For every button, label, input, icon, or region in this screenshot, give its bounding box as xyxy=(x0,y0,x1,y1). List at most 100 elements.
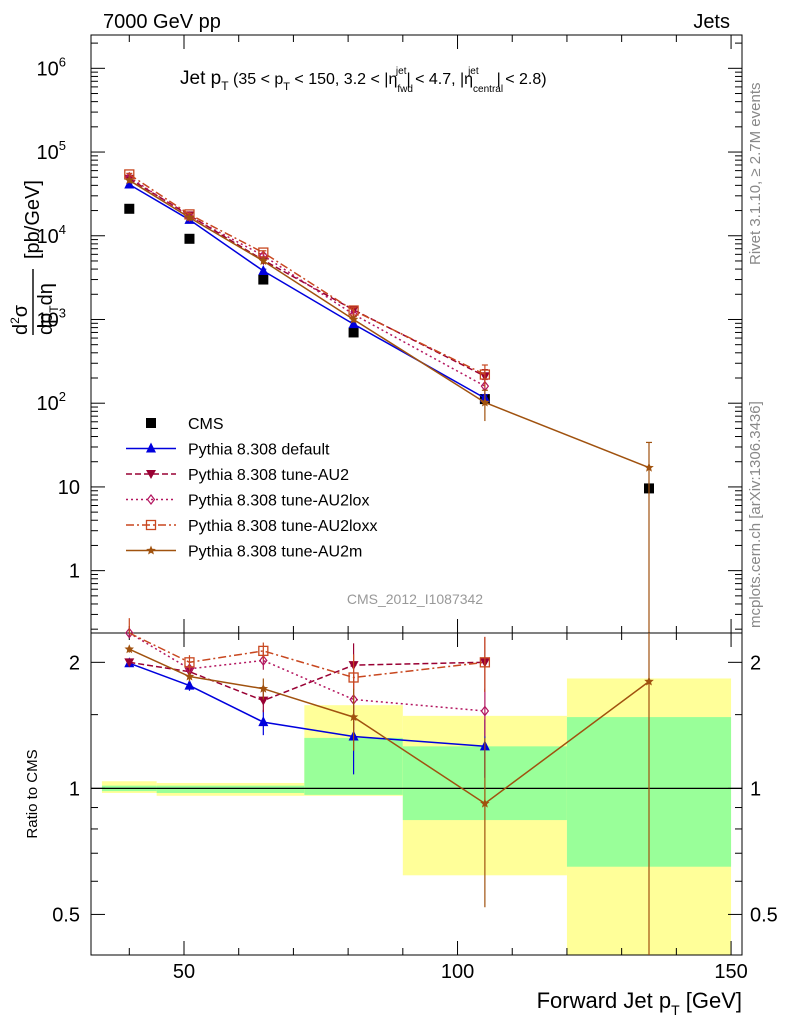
data-point xyxy=(184,233,195,244)
y-tick-exponent: 4 xyxy=(59,222,66,237)
y-tick-base: 10 xyxy=(37,309,59,331)
series-au2 xyxy=(124,174,490,385)
data-point xyxy=(479,369,491,380)
ratio-point xyxy=(479,657,491,668)
legend-marker xyxy=(146,545,156,555)
data-point xyxy=(480,397,490,407)
ratio-frame xyxy=(90,632,743,956)
ratio-point xyxy=(184,671,195,681)
series-au2loxx xyxy=(124,169,491,388)
ratio-y-tick-label-right: 2 xyxy=(750,652,761,674)
ratio-line xyxy=(128,648,650,805)
data-point xyxy=(348,314,359,324)
ratio-ticks: 0.5 0.5 1 1 2 2 50 100 150 xyxy=(52,633,778,983)
ratio-point xyxy=(258,645,269,657)
legend-marker xyxy=(146,494,156,505)
legend-marker xyxy=(146,470,156,479)
legend-marker xyxy=(145,519,157,531)
ratio-series-au2m xyxy=(124,633,654,955)
svg-text:dpTdη: dpTdη xyxy=(35,283,61,335)
mcplots-label: mcplots.cern.ch [arXiv:1306.3436] xyxy=(747,401,764,628)
series-line xyxy=(128,176,486,387)
data-point xyxy=(258,274,269,285)
ratio-line xyxy=(129,661,485,702)
y-tick-label: 106 xyxy=(37,54,66,80)
series-line xyxy=(128,178,486,377)
ratio-line xyxy=(128,632,485,679)
y-tick-label: 104 xyxy=(37,222,66,248)
data-point xyxy=(348,327,359,338)
plot-title: Jet pT (35 < pT < 150, 3.2 < |ηfwdjet| <… xyxy=(180,66,547,95)
x-tick-label: 100 xyxy=(441,961,474,983)
analysis-id: CMS_2012_I1087342 xyxy=(347,591,483,607)
ratio-y-tick-label-left: 0.5 xyxy=(52,904,80,926)
y-axis-label: d2σ dpTdη [pb/GeV] xyxy=(8,180,61,335)
svg-text:[pb/GeV]: [pb/GeV] xyxy=(22,180,44,259)
ratio-panel: 0.5 0.5 1 1 2 2 50 100 150 Ratio to CMS Forward … xyxy=(24,618,778,1018)
series-line xyxy=(128,173,486,376)
data-point xyxy=(644,462,654,472)
series-au2lox xyxy=(125,171,490,395)
ratio-point xyxy=(258,683,269,693)
legend-item-default: Pythia 8.308 default xyxy=(126,442,330,459)
legend-label: Pythia 8.308 tune-AU2 xyxy=(188,467,349,484)
ratio-y-label: Ratio to CMS xyxy=(24,749,41,838)
ratio-y-tick-label-right: 1 xyxy=(750,778,761,800)
ratio-line xyxy=(128,632,485,712)
legend-marker xyxy=(146,418,156,428)
rivet-label: Rivet 3.1.10, ≥ 2.7M events xyxy=(747,83,764,266)
ratio-point xyxy=(259,655,268,666)
y-tick-exponent: 3 xyxy=(59,305,66,320)
collision-label: 7000 GeV pp xyxy=(103,11,221,33)
ratio-point xyxy=(644,676,654,686)
y-tick-base: 10 xyxy=(37,58,59,80)
data-point xyxy=(258,264,269,275)
legend-label: CMS xyxy=(188,416,224,433)
legend-item-cms: CMS xyxy=(146,416,224,433)
data-point xyxy=(185,210,194,222)
x-tick-label: 150 xyxy=(714,961,747,983)
ratio-point xyxy=(184,657,195,668)
legend-label: Pythia 8.308 tune-AU2lox xyxy=(188,493,369,510)
legend-label: Pythia 8.308 tune-AU2m xyxy=(188,544,362,561)
ratio-series-au2loxx xyxy=(128,618,491,705)
y-tick-base: 10 xyxy=(37,142,59,164)
series-au2m xyxy=(124,175,654,633)
y-tick-label: 1 xyxy=(69,561,80,583)
ratio-series xyxy=(124,618,654,955)
legend-item-au2m: Pythia 8.308 tune-AU2m xyxy=(126,544,362,561)
ratio-point xyxy=(258,696,269,706)
ratio-point xyxy=(480,798,490,808)
y-tick-label: 10 xyxy=(58,477,80,499)
y-tick-exponent: 6 xyxy=(59,54,66,69)
data-point xyxy=(348,318,359,329)
legend-marker xyxy=(146,442,156,453)
ratio-y-tick-label-right: 0.5 xyxy=(750,904,778,926)
ratio-point xyxy=(124,658,135,668)
ratio-y-tick-label-left: 2 xyxy=(69,652,80,674)
ratio-bands xyxy=(101,678,732,955)
legend-item-au2loxx: Pythia 8.308 tune-AU2loxx xyxy=(126,518,377,535)
legend-label: Pythia 8.308 default xyxy=(188,442,330,459)
ratio-series-au2 xyxy=(124,636,490,713)
legend-label: Pythia 8.308 tune-AU2loxx xyxy=(188,518,377,535)
y-tick-exponent: 5 xyxy=(59,138,66,153)
ratio-y-tick-label-left: 1 xyxy=(69,778,80,800)
category-label: Jets xyxy=(693,11,730,33)
main-series xyxy=(124,169,654,633)
ratio-point xyxy=(348,712,359,722)
data-point xyxy=(258,256,269,265)
y-tick-label: 105 xyxy=(37,138,66,164)
y-tick-base: 10 xyxy=(37,226,59,248)
data-point xyxy=(124,203,135,214)
svg-text:d2σ: d2σ xyxy=(8,304,32,335)
series-line xyxy=(128,183,486,399)
ratio-point xyxy=(480,705,490,717)
y-tick-exponent: 2 xyxy=(59,389,66,404)
ratio-point xyxy=(184,679,195,690)
ratio-point xyxy=(125,627,134,639)
x-tick-label: 50 xyxy=(173,961,195,983)
